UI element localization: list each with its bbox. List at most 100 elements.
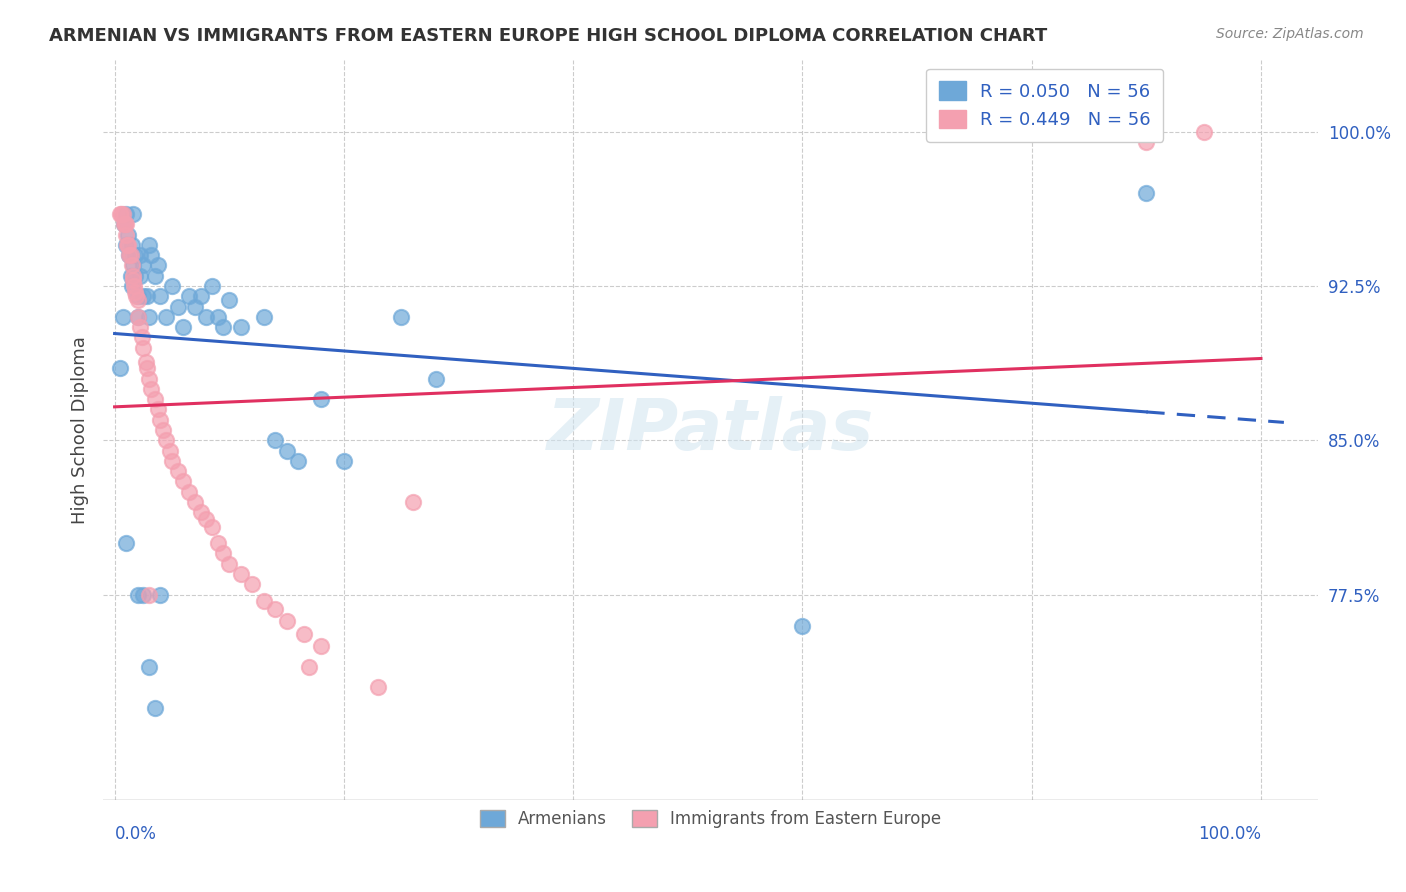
- Point: [401, 495, 423, 509]
- Point: [138, 659, 160, 673]
- Point: [276, 615, 298, 629]
- Point: [229, 567, 252, 582]
- Point: [190, 289, 212, 303]
- Point: [146, 259, 169, 273]
- Point: [201, 520, 224, 534]
- Text: ARMENIAN VS IMMIGRANTS FROM EASTERN EUROPE HIGH SCHOOL DIPLOMA CORRELATION CHART: ARMENIAN VS IMMIGRANTS FROM EASTERN EURO…: [49, 27, 1047, 45]
- Point: [110, 207, 132, 221]
- Point: [128, 268, 150, 283]
- Point: [143, 392, 166, 406]
- Point: [124, 248, 146, 262]
- Point: [115, 237, 138, 252]
- Point: [114, 217, 136, 231]
- Point: [117, 237, 139, 252]
- Point: [155, 434, 177, 448]
- Point: [141, 382, 163, 396]
- Point: [276, 443, 298, 458]
- Point: [212, 320, 235, 334]
- Point: [172, 475, 194, 489]
- Point: [425, 371, 447, 385]
- Point: [201, 279, 224, 293]
- Point: [125, 289, 148, 303]
- Point: [159, 443, 181, 458]
- Point: [160, 454, 183, 468]
- Point: [252, 594, 274, 608]
- Point: [115, 217, 138, 231]
- Point: [138, 588, 160, 602]
- Point: [122, 268, 145, 283]
- Point: [115, 536, 138, 550]
- Point: [121, 259, 143, 273]
- Point: [143, 268, 166, 283]
- Point: [118, 248, 141, 262]
- Point: [190, 505, 212, 519]
- Point: [195, 310, 218, 324]
- Point: [367, 680, 389, 694]
- Legend: Armenians, Immigrants from Eastern Europe: Armenians, Immigrants from Eastern Europ…: [471, 802, 950, 837]
- Point: [264, 602, 287, 616]
- Point: [127, 310, 149, 324]
- Point: [1135, 135, 1157, 149]
- Point: [127, 310, 149, 324]
- Point: [110, 361, 132, 376]
- Point: [122, 259, 145, 273]
- Point: [124, 268, 146, 283]
- Point: [264, 434, 287, 448]
- Point: [146, 402, 169, 417]
- Point: [212, 546, 235, 560]
- Point: [112, 217, 135, 231]
- Point: [309, 392, 332, 406]
- Point: [128, 320, 150, 334]
- Point: [115, 227, 138, 242]
- Point: [131, 330, 153, 344]
- Point: [110, 207, 132, 221]
- Point: [143, 701, 166, 715]
- Point: [138, 371, 160, 385]
- Point: [132, 588, 155, 602]
- Point: [118, 248, 141, 262]
- Point: [287, 454, 309, 468]
- Point: [120, 268, 142, 283]
- Point: [122, 273, 145, 287]
- Point: [132, 341, 155, 355]
- Point: [177, 484, 200, 499]
- Point: [138, 310, 160, 324]
- Text: 0.0%: 0.0%: [115, 825, 156, 843]
- Point: [112, 217, 135, 231]
- Point: [135, 289, 157, 303]
- Point: [122, 207, 145, 221]
- Point: [132, 259, 155, 273]
- Point: [207, 536, 229, 550]
- Point: [120, 248, 142, 262]
- Point: [184, 300, 207, 314]
- Point: [128, 248, 150, 262]
- Text: Source: ZipAtlas.com: Source: ZipAtlas.com: [1216, 27, 1364, 41]
- Point: [309, 639, 332, 653]
- Point: [141, 248, 163, 262]
- Point: [207, 310, 229, 324]
- Point: [229, 320, 252, 334]
- Point: [252, 310, 274, 324]
- Point: [184, 495, 207, 509]
- Point: [160, 279, 183, 293]
- Point: [111, 310, 134, 324]
- Point: [240, 577, 263, 591]
- Point: [117, 227, 139, 242]
- Text: ZIPatlas: ZIPatlas: [547, 395, 875, 465]
- Text: 100.0%: 100.0%: [1198, 825, 1261, 843]
- Point: [115, 237, 138, 252]
- Point: [155, 310, 177, 324]
- Point: [792, 618, 814, 632]
- Point: [135, 355, 157, 369]
- Point: [166, 300, 188, 314]
- Point: [298, 659, 321, 673]
- Point: [127, 293, 149, 308]
- Point: [218, 293, 240, 308]
- Point: [152, 423, 174, 437]
- Point: [135, 361, 157, 376]
- Point: [389, 310, 412, 324]
- Point: [149, 588, 172, 602]
- Point: [1135, 186, 1157, 201]
- Point: [177, 289, 200, 303]
- Point: [111, 207, 134, 221]
